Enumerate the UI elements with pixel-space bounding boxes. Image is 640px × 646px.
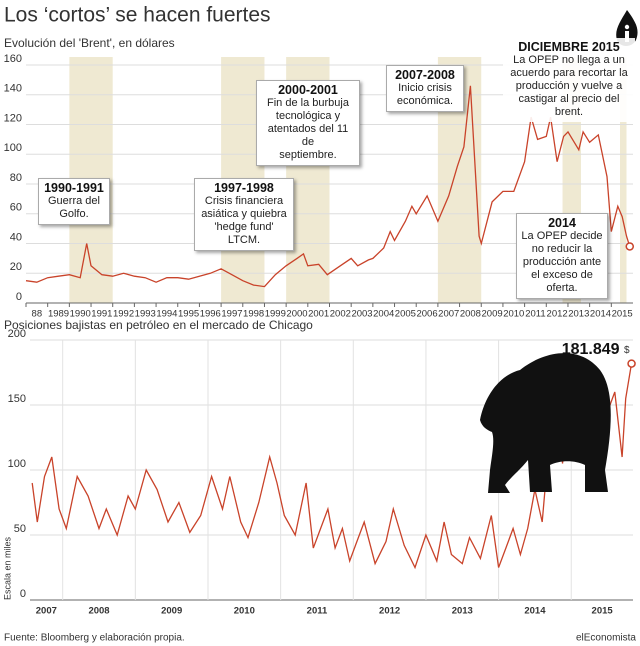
- y-tick-label: 60: [10, 202, 22, 214]
- annotation-title: 2007-2008: [395, 68, 455, 82]
- y-tick-label: 0: [20, 588, 26, 600]
- annotation-line: La OPEP decide: [521, 230, 603, 242]
- x-tick-label: 88: [32, 309, 43, 320]
- y-tick-label: 40: [10, 231, 22, 243]
- y-tick-label: 100: [4, 142, 22, 154]
- annotation-title: 1997-1998: [214, 181, 274, 195]
- x-tick-label: 2015: [592, 606, 614, 617]
- annotation: 1997-1998 Crisis financiera asiática y qui…: [194, 178, 294, 251]
- annotation-title: 1990-1991: [44, 181, 104, 195]
- annotation-line: LTCM.: [227, 234, 261, 246]
- annotation-line: tecnológica y: [275, 110, 341, 122]
- annotation-line: no reducir la: [531, 243, 593, 255]
- annotation-line: Inicio crisis: [398, 82, 452, 94]
- x-tick-label: 1995: [178, 309, 199, 320]
- x-tick-label: 2006: [416, 309, 437, 320]
- bear-icon: [480, 353, 611, 493]
- y-tick-label: 200: [8, 328, 26, 340]
- annotation-line: el exceso de: [531, 269, 593, 281]
- x-tick-label: 2012: [379, 606, 400, 617]
- annotation-line: producción y vuelve a: [515, 80, 623, 92]
- x-tick-label: 1997: [221, 309, 242, 320]
- annotation-line: Golfo.: [59, 208, 89, 220]
- x-tick-label: 1998: [243, 309, 264, 320]
- y-tick-label: 120: [4, 112, 22, 124]
- x-tick-label: 2002: [330, 309, 351, 320]
- x-tick-label: 1989: [48, 309, 69, 320]
- chart-title: Posiciones bajistas en petróleo en el me…: [4, 318, 313, 332]
- end-marker: [625, 242, 634, 251]
- x-tick-label: 1990: [70, 309, 91, 320]
- x-tick-label: 2013: [568, 309, 589, 320]
- annotation-line: Fin de la burbuja: [267, 97, 349, 109]
- x-tick-label: 2010: [234, 606, 255, 617]
- value-label: 181.849: [562, 341, 620, 358]
- x-tick-label: 1993: [135, 309, 156, 320]
- x-tick-label: 2001: [308, 309, 329, 320]
- y-tick-label: 80: [10, 172, 22, 184]
- x-tick-label: 2015: [612, 309, 633, 320]
- source: Fuente: Bloomberg y elaboración propia.: [4, 633, 185, 644]
- y-tick-label: 100: [8, 458, 26, 470]
- x-tick-label: 2014: [524, 606, 546, 617]
- y-tick-label: 20: [10, 261, 22, 273]
- annotation-line: económica.: [396, 95, 454, 107]
- x-tick-label: 1999: [265, 309, 286, 320]
- data-line: [25, 85, 631, 288]
- y-axis-label: Escala en miles: [2, 536, 12, 600]
- y-tick-label: 140: [4, 83, 22, 95]
- annotation-line: producción ante: [522, 256, 602, 268]
- info-icon: [616, 10, 638, 46]
- annotation: 2014 La OPEP decide no reducir la producció…: [516, 213, 608, 299]
- x-tick-label: 1994: [156, 309, 177, 320]
- annotation-title: 2014: [548, 216, 576, 230]
- x-tick-label: 2014: [590, 309, 611, 320]
- annotation: DICIEMBRE 2015 La OPEP no llega a un acuer…: [503, 38, 635, 122]
- end-marker: [627, 359, 636, 368]
- annotation-line: septiembre.: [279, 149, 337, 161]
- annotation-title: DICIEMBRE 2015: [518, 40, 620, 54]
- x-tick-label: 2012: [547, 309, 568, 320]
- x-tick-label: 2008: [460, 309, 481, 320]
- annotation-line: asiática y quiebra: [201, 208, 287, 220]
- x-tick-label: 2010: [503, 309, 524, 320]
- x-tick-label: 2013: [452, 606, 473, 617]
- x-tick-label: 2005: [395, 309, 416, 320]
- x-tick-label: 2007: [36, 606, 57, 617]
- x-tick-label: 1991: [91, 309, 112, 320]
- y-tick-label: 150: [8, 393, 26, 405]
- x-tick-label: 2000: [286, 309, 307, 320]
- x-tick-label: 1992: [113, 309, 134, 320]
- annotation-line: La OPEP no llega a un: [513, 54, 625, 66]
- x-tick-label: 2007: [438, 309, 459, 320]
- brand: elEconomista: [576, 633, 636, 644]
- annotation-line: 'hedge fund': [214, 221, 274, 233]
- y-tick-label: 50: [14, 523, 26, 535]
- x-tick-label: 2004: [373, 309, 394, 320]
- annotation-line: acuerdo para recortar la: [510, 67, 628, 79]
- x-tick-label: 2008: [88, 606, 109, 617]
- x-tick-label: 2011: [307, 606, 328, 617]
- annotation-line: castigar al precio del brent.: [518, 93, 620, 118]
- annotation: 1990-1991 Guerra del Golfo.: [38, 178, 110, 225]
- x-tick-label: 2009: [482, 309, 503, 320]
- shaded-band: [619, 57, 627, 303]
- x-tick-label: 2009: [161, 606, 182, 617]
- annotation-title: 2000-2001: [278, 83, 338, 97]
- annotation: 2007-2008 Inicio crisis económica.: [386, 65, 464, 112]
- annotation-line: atentados del 11 de: [267, 123, 349, 148]
- value-unit: $: [624, 345, 630, 356]
- annotation-line: Guerra del: [48, 195, 100, 207]
- annotation-line: Crisis financiera: [204, 195, 284, 207]
- x-tick-label: 2011: [525, 309, 545, 320]
- y-tick-label: 0: [16, 291, 22, 303]
- x-tick-label: 1996: [200, 309, 221, 320]
- y-tick-label: 160: [4, 53, 22, 65]
- annotation-line: oferta.: [546, 282, 578, 294]
- title: Los ‘cortos’ se hacen fuertes: [4, 4, 271, 27]
- x-tick-label: 2003: [351, 309, 372, 320]
- subtitle: Evolución del 'Brent', en dólares: [4, 36, 175, 50]
